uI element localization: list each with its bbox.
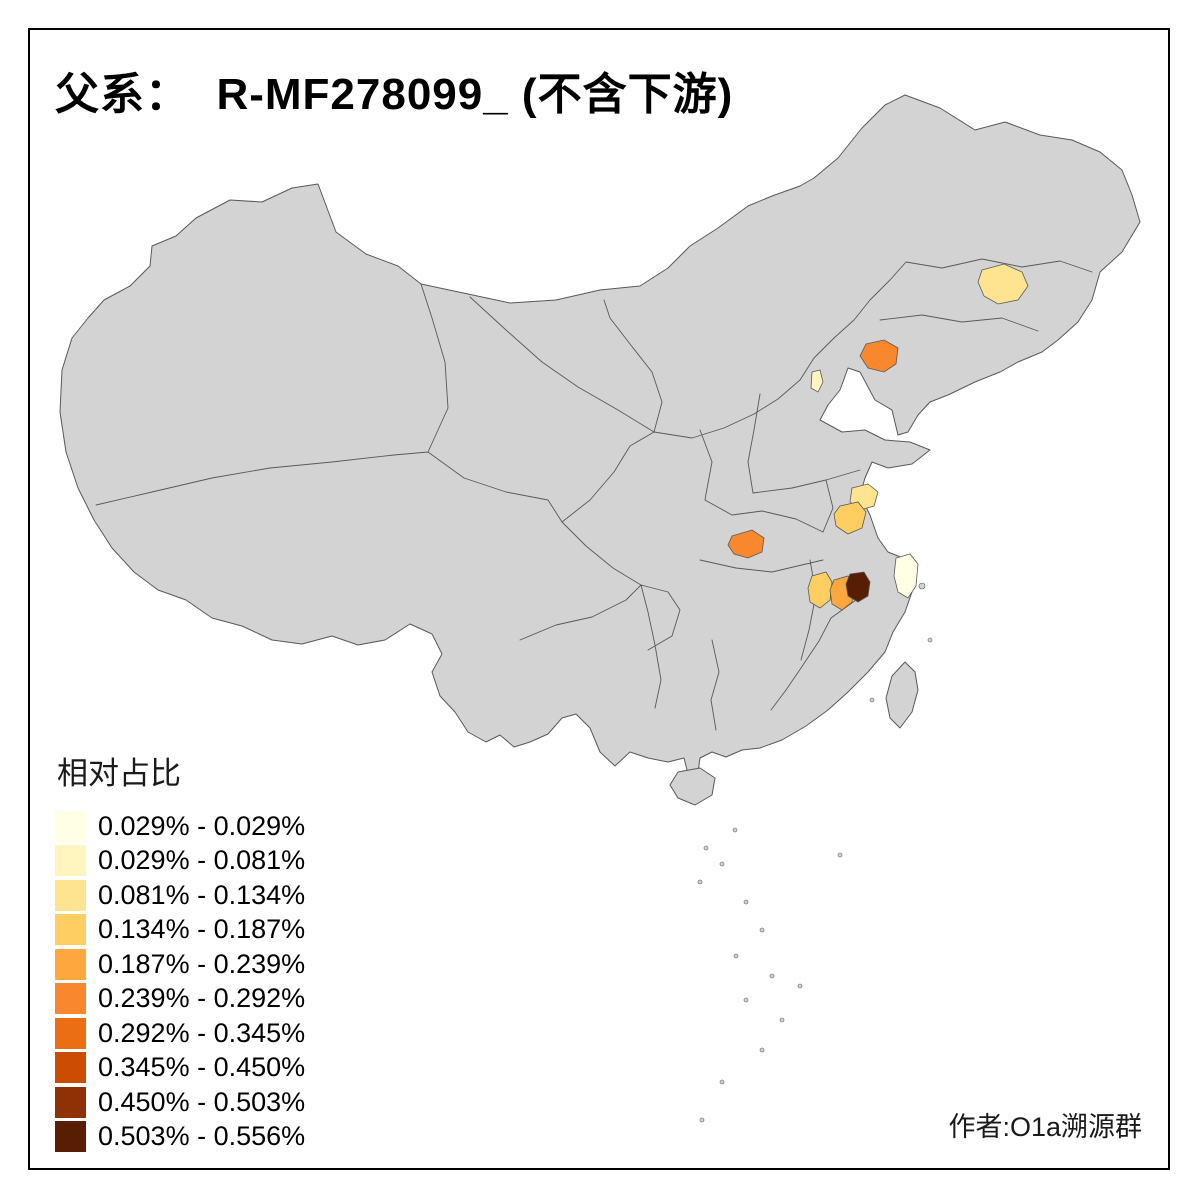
- legend-swatch: [55, 1017, 86, 1049]
- legend-row: 0.292% - 0.345%: [55, 1016, 305, 1051]
- legend-swatch: [55, 914, 86, 946]
- legend-swatch: [55, 810, 86, 842]
- page-title: 父系： R-MF278099_ (不含下游): [55, 70, 734, 119]
- province-borders: [95, 258, 1093, 731]
- region-jiangxi-north-dark: [845, 571, 871, 603]
- legend-label: 0.029% - 0.029%: [98, 810, 306, 841]
- legend-label: 0.029% - 0.081%: [98, 845, 306, 876]
- region-hubei-central: [727, 529, 765, 559]
- legend-label: 0.081% - 0.134%: [98, 879, 306, 910]
- region-northeast-jilin: [977, 263, 1029, 305]
- region-hunan-east: [807, 571, 833, 609]
- legend-title: 相对占比: [57, 756, 181, 791]
- legend-label: 0.239% - 0.292%: [98, 983, 306, 1014]
- legend-row: 0.503% - 0.556%: [55, 1120, 305, 1155]
- legend-swatch: [55, 1121, 86, 1153]
- small-islands: [697, 582, 933, 1123]
- legend-swatch: [55, 1086, 86, 1118]
- region-zhejiang-shanghai-coast: [893, 553, 919, 599]
- china-mainland: [59, 94, 1141, 775]
- hainan-island: [669, 767, 716, 806]
- region-tianjin: [810, 369, 824, 393]
- legend-label: 0.292% - 0.345%: [98, 1017, 306, 1048]
- taiwan-island: [885, 661, 919, 729]
- region-liaoning-coast: [859, 339, 899, 373]
- region-jiangsu-central: [833, 501, 867, 535]
- legend-label: 0.134% - 0.187%: [98, 914, 306, 945]
- author-credit: 作者:O1a溯源群: [948, 1112, 1142, 1142]
- legend-label: 0.503% - 0.556%: [98, 1121, 306, 1152]
- legend-swatch: [55, 983, 86, 1015]
- legend-swatch: [55, 879, 86, 911]
- legend-swatch: [55, 948, 86, 980]
- legend: 相对占比 0.029% - 0.029% 0.029% - 0.081% 0.0…: [55, 748, 305, 1154]
- legend-swatch: [55, 845, 86, 877]
- legend-label: 0.450% - 0.503%: [98, 1086, 306, 1117]
- legend-row: 0.187% - 0.239%: [55, 947, 305, 982]
- legend-row: 0.134% - 0.187%: [55, 913, 305, 948]
- legend-row: 0.239% - 0.292%: [55, 982, 305, 1017]
- legend-swatch: [55, 1052, 86, 1084]
- legend-label: 0.187% - 0.239%: [98, 948, 306, 979]
- legend-label: 0.345% - 0.450%: [98, 1052, 306, 1083]
- legend-row: 0.450% - 0.503%: [55, 1085, 305, 1120]
- legend-row: 0.029% - 0.029%: [55, 809, 305, 844]
- legend-row: 0.345% - 0.450%: [55, 1051, 305, 1086]
- legend-row: 0.029% - 0.081%: [55, 844, 305, 879]
- legend-row: 0.081% - 0.134%: [55, 878, 305, 913]
